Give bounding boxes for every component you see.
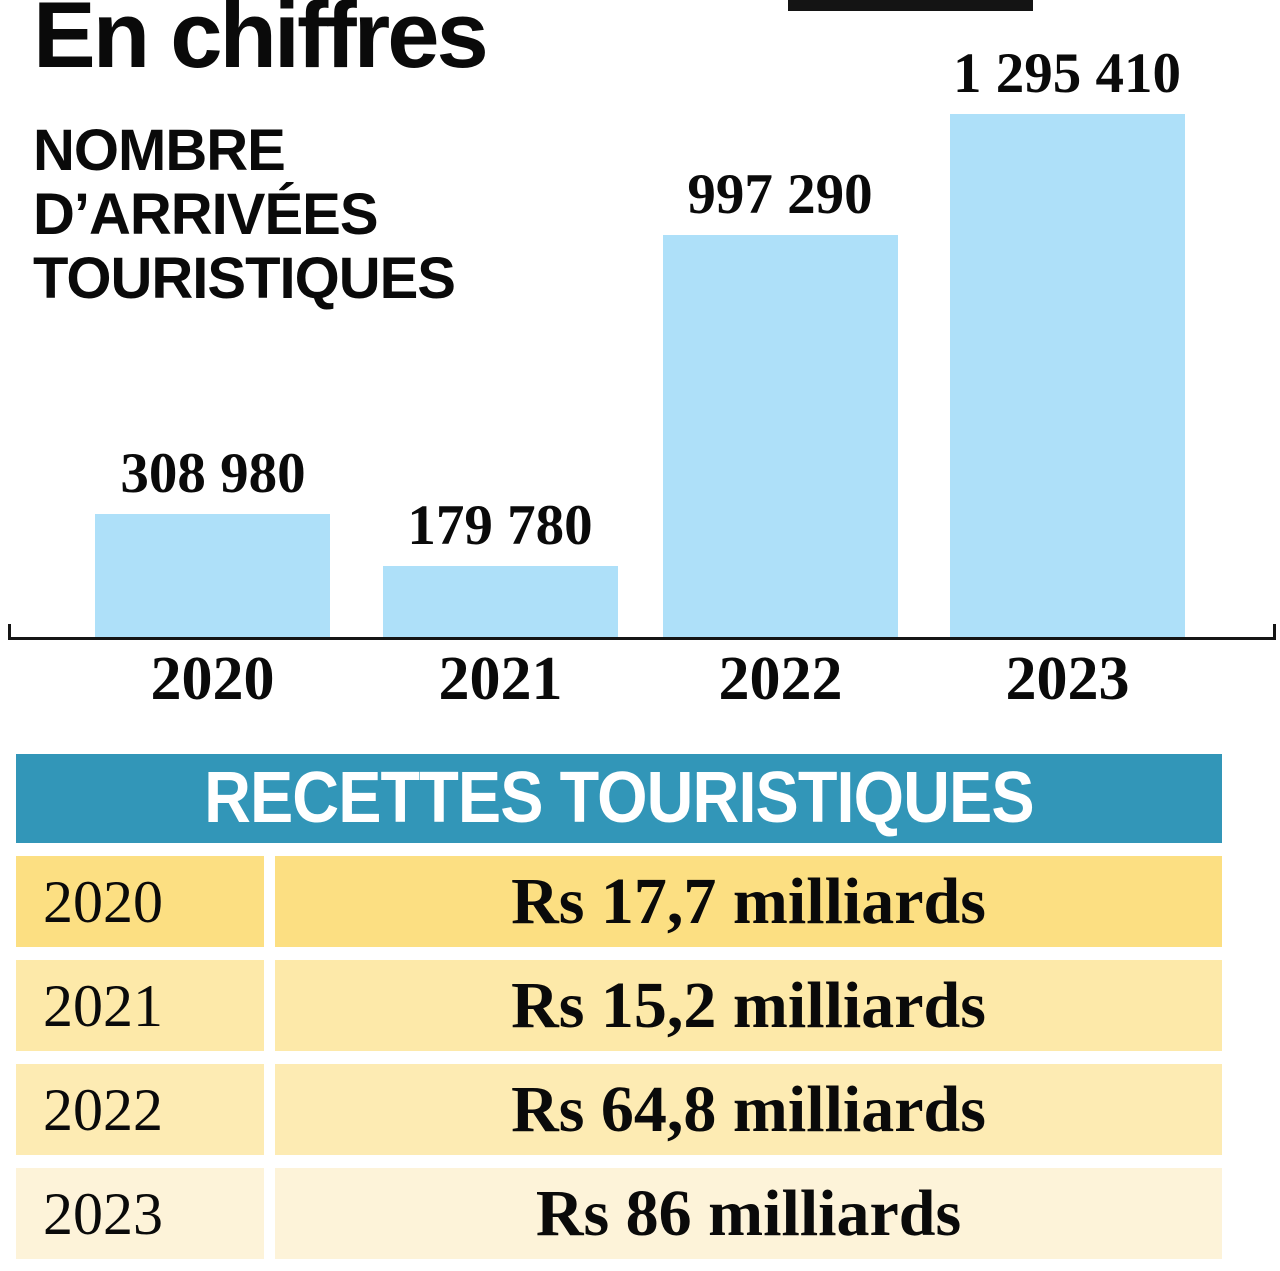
chart-title: NOMBRE D’ARRIVÉES TOURISTIQUES <box>33 117 486 311</box>
bar-value-2023: 1 295 410 <box>953 42 1181 105</box>
table-header-label: RECETTES TOURISTIQUES <box>204 758 1035 838</box>
year-cell: 2022 <box>16 1064 264 1155</box>
x-tick-2023: 2023 <box>1005 645 1130 713</box>
bar-value-2022: 997 290 <box>687 163 873 226</box>
table-row-2022: 2022 Rs 64,8 milliards <box>16 1064 1222 1155</box>
bar-2022 <box>663 235 898 639</box>
revenue-cell: Rs 15,2 milliards <box>275 960 1222 1051</box>
chart-title-line-2: D’ARRIVÉES <box>33 181 379 247</box>
table-row-2021: 2021 Rs 15,2 milliards <box>16 960 1222 1051</box>
page-title: En chiffres <box>33 0 489 87</box>
x-tick-2021: 2021 <box>438 645 563 713</box>
bar-value-2020: 308 980 <box>120 442 306 505</box>
revenue-cell: Rs 64,8 milliards <box>275 1064 1222 1155</box>
year-cell: 2023 <box>16 1168 264 1259</box>
chart-title-line-3: TOURISTIQUES <box>33 245 456 311</box>
bar-value-2021: 179 780 <box>407 494 593 557</box>
x-tick-2020: 2020 <box>150 645 275 713</box>
table-row-2020: 2020 Rs 17,7 milliards <box>16 856 1222 947</box>
plot-area: 308 980 179 780 997 290 1 295 410 <box>8 42 1276 640</box>
title-block: En chiffres NOMBRE D’ARRIVÉES TOURISTIQU… <box>33 0 489 311</box>
x-axis-labels: 2020 2021 2022 2023 <box>0 648 1280 718</box>
year-cell: 2021 <box>16 960 264 1051</box>
year-cell: 2020 <box>16 856 264 947</box>
revenue-table: RECETTES TOURISTIQUES 2020 Rs 17,7 milli… <box>16 754 1222 1259</box>
bar-2023 <box>950 114 1185 639</box>
table-row-2023: 2023 Rs 86 milliards <box>16 1168 1222 1259</box>
clipped-text-fragment <box>788 0 1033 11</box>
bar-2020 <box>95 514 330 639</box>
revenue-cell: Rs 17,7 milliards <box>275 856 1222 947</box>
x-tick-2022: 2022 <box>718 645 843 713</box>
revenue-cell: Rs 86 milliards <box>275 1168 1222 1259</box>
bar-2021 <box>383 566 618 639</box>
chart-title-line-1: NOMBRE <box>33 117 286 183</box>
x-axis-line <box>8 624 1276 640</box>
table-header: RECETTES TOURISTIQUES <box>16 754 1222 843</box>
